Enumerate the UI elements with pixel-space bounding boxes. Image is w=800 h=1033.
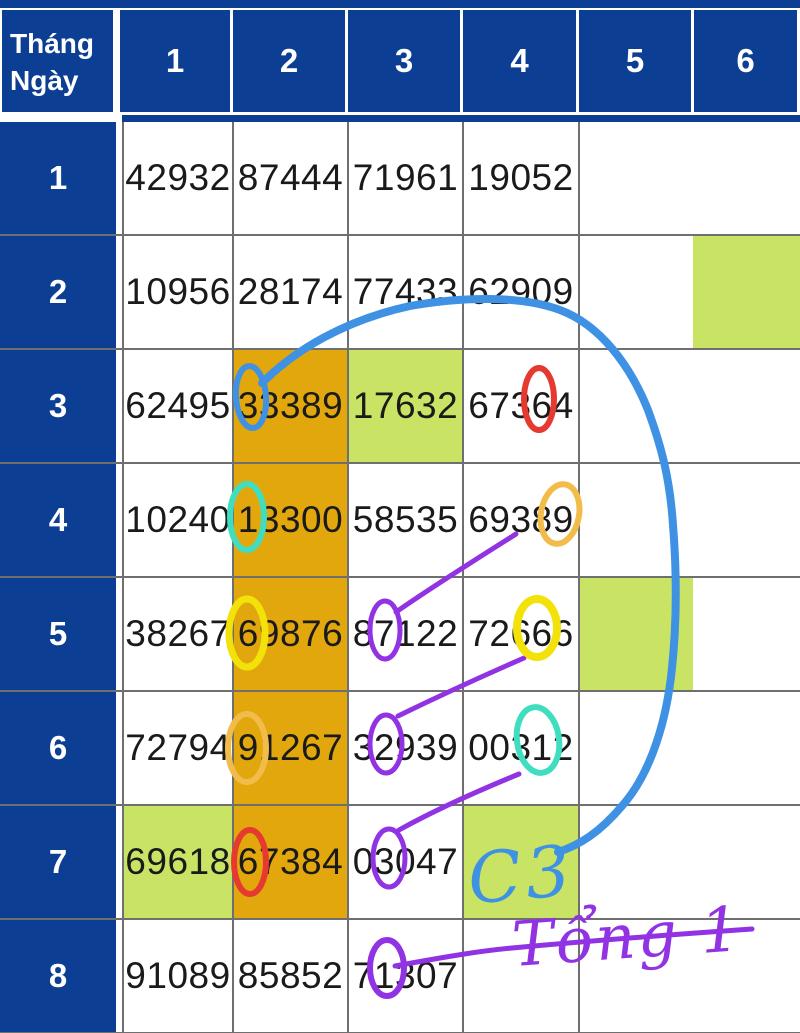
day-cell: 3 [0, 350, 116, 462]
value-cell: 87444 [232, 122, 347, 234]
value-cell: 85852 [232, 920, 347, 1032]
highlighted-cell-green [578, 578, 693, 690]
header-bottom-band [0, 112, 800, 122]
value-cell: 72666 [462, 578, 578, 690]
value-cell [578, 806, 693, 918]
highlighted-cell-green [693, 236, 800, 348]
header-top-strip [0, 0, 800, 8]
column-header-3: 3 [345, 8, 460, 112]
value-cell [578, 692, 693, 804]
value-cell: 67364 [462, 350, 578, 462]
value-cell [693, 350, 800, 462]
highlighted-cell-orange: 67384 [232, 806, 347, 918]
value-cell: 62495 [122, 350, 232, 462]
row-gap [116, 350, 122, 462]
corner-label-month: Tháng [10, 28, 94, 59]
value-cell: 10240 [122, 464, 232, 576]
column-header-2: 2 [230, 8, 345, 112]
table-row-6: 6 72794 91267 32939 00312 [0, 692, 800, 806]
day-cell: 5 [0, 578, 116, 690]
highlighted-cell-green: 17632 [347, 350, 462, 462]
highlighted-cell-orange: 13300 [232, 464, 347, 576]
value-cell: 42932 [122, 122, 232, 234]
corner-header-cell: Tháng Ngày [0, 8, 116, 112]
row-gap [116, 122, 122, 234]
table-body: 1 42932 87444 71961 19052 2 10956 28174 … [0, 122, 800, 1033]
row-gap [116, 236, 122, 348]
value-cell [693, 806, 800, 918]
corner-label-day: Ngày [10, 64, 79, 96]
value-cell: 71961 [347, 122, 462, 234]
value-cell: 28174 [232, 236, 347, 348]
day-cell: 7 [0, 806, 116, 918]
value-cell [693, 122, 800, 234]
highlighted-cell-orange: 91267 [232, 692, 347, 804]
table-row-3: 3 62495 33389 17632 67364 [0, 350, 800, 464]
table-row-2: 2 10956 28174 77433 62909 [0, 236, 800, 350]
table-row-8: 8 91089 85852 71307 [0, 920, 800, 1033]
row-gap [116, 692, 122, 804]
value-cell: 00312 [462, 692, 578, 804]
day-cell: 1 [0, 122, 116, 234]
highlighted-cell-green [462, 806, 578, 918]
value-cell [693, 920, 800, 1032]
table-row-7: 7 69618 67384 03047 [0, 806, 800, 920]
column-header-5: 5 [576, 8, 691, 112]
value-cell [693, 578, 800, 690]
header-row: Tháng Ngày 1 2 3 4 5 6 [0, 8, 800, 112]
value-cell: 87122 [347, 578, 462, 690]
table-row-1: 1 42932 87444 71961 19052 [0, 122, 800, 236]
value-cell [578, 350, 693, 462]
value-cell: 03047 [347, 806, 462, 918]
day-cell: 2 [0, 236, 116, 348]
value-cell [578, 920, 693, 1032]
value-cell [578, 236, 693, 348]
value-cell: 62909 [462, 236, 578, 348]
header-gap [116, 8, 120, 112]
highlighted-cell-orange: 33389 [232, 350, 347, 462]
value-cell: 10956 [122, 236, 232, 348]
value-cell: 72794 [122, 692, 232, 804]
row-gap [116, 806, 122, 918]
value-cell: 32939 [347, 692, 462, 804]
header-bottom-blue-strip [122, 115, 800, 122]
value-cell [693, 692, 800, 804]
value-cell: 69389 [462, 464, 578, 576]
value-cell: 58535 [347, 464, 462, 576]
row-gap [116, 464, 122, 576]
value-cell: 19052 [462, 122, 578, 234]
highlighted-cell-orange: 69876 [232, 578, 347, 690]
column-header-6: 6 [691, 8, 797, 112]
table-row-5: 5 38267 69876 87122 72666 [0, 578, 800, 692]
value-cell: 38267 [122, 578, 232, 690]
row-gap [116, 920, 122, 1032]
value-cell [693, 464, 800, 576]
day-cell: 4 [0, 464, 116, 576]
highlighted-cell-green: 69618 [122, 806, 232, 918]
value-cell: 71307 [347, 920, 462, 1032]
value-cell [578, 122, 693, 234]
value-cell: 77433 [347, 236, 462, 348]
column-header-1: 1 [120, 8, 230, 112]
value-cell [462, 920, 578, 1032]
column-header-4: 4 [460, 8, 576, 112]
row-gap [116, 578, 122, 690]
value-cell: 91089 [122, 920, 232, 1032]
value-cell [578, 464, 693, 576]
day-cell: 8 [0, 920, 116, 1032]
table-row-4: 4 10240 13300 58535 69389 [0, 464, 800, 578]
day-cell: 6 [0, 692, 116, 804]
